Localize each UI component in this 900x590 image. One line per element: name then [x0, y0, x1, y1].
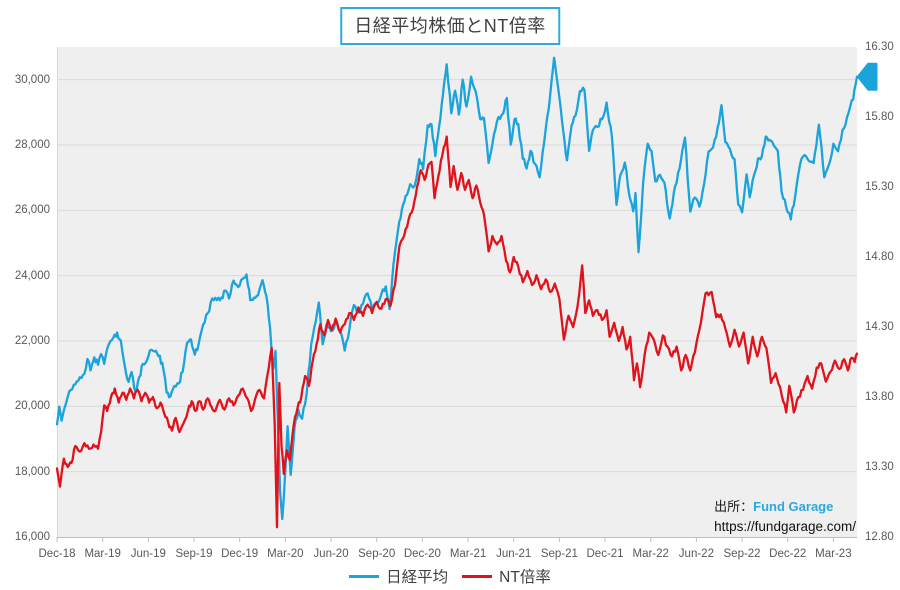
left-axis-tick-label: 24,000 [14, 269, 50, 282]
right-axis-tick-label: 13.30 [865, 461, 894, 473]
x-axis-tick-label: Sep-21 [540, 548, 578, 560]
left-axis-tick-label: 28,000 [14, 139, 50, 151]
left-axis-tick-label: 20,000 [14, 400, 50, 413]
x-axis-tick-label: Mar-19 [84, 548, 121, 560]
x-axis-tick-label: Sep-20 [358, 548, 396, 560]
right-axis-tick-label: 16.30 [865, 41, 894, 53]
legend-label-nikkei: 日経平均 [386, 569, 449, 586]
nt-ratio-line-series [55, 135, 859, 529]
right-axis-tick-label: 14.80 [865, 251, 894, 263]
right-axis-tick-label: 14.30 [865, 321, 894, 333]
legend-item-nt-ratio: NT倍率 [462, 565, 551, 587]
x-axis-tick-label: Dec-21 [586, 548, 624, 560]
nikkei-line-swatch [349, 574, 380, 578]
legend-item-nikkei: 日経平均 [349, 565, 448, 587]
x-axis-tick-label: Sep-22 [723, 548, 761, 560]
latest-value-arrow-marker [857, 62, 878, 91]
chart-title: 日経平均株価とNT倍率 [340, 7, 560, 45]
x-axis-tick-label: Dec-19 [221, 548, 259, 560]
source-url: https://fundgarage.com/ [714, 519, 856, 534]
legend: 日経平均 NT倍率 [0, 565, 900, 587]
nikkei-line-series [55, 56, 859, 521]
x-axis-tick-label: Mar-20 [267, 548, 304, 560]
right-axis-tick-label: 15.30 [865, 181, 894, 193]
x-axis-tick-label: Jun-22 [678, 548, 714, 560]
left-axis-tick-label: 18,000 [14, 465, 50, 478]
right-axis-tick-label: 12.80 [865, 531, 894, 543]
source-prefix: 出所： [714, 499, 754, 514]
nt-ratio-line-swatch [462, 574, 493, 578]
plot-area-background [57, 47, 857, 537]
x-axis-tick-label: Mar-21 [449, 548, 487, 560]
x-axis-tick-label: Dec-20 [403, 548, 441, 560]
x-axis-tick-label: Dec-18 [38, 548, 76, 560]
left-axis-tick-label: 22,000 [14, 335, 50, 347]
x-axis-tick-label: Mar-23 [815, 548, 852, 560]
x-axis-tick-label: Jun-20 [313, 548, 349, 560]
left-axis-tick-label: 16,000 [14, 531, 50, 543]
left-axis-tick-label: 26,000 [14, 204, 50, 217]
x-axis-tick-label: Mar-22 [632, 548, 669, 560]
left-axis-tick-label: 30,000 [14, 73, 50, 86]
x-axis-tick-label: Jun-21 [496, 548, 532, 560]
source-attribution: 出所：Fund Garage https://fundgarage.com/ [714, 497, 856, 537]
right-axis-tick-label: 13.80 [865, 391, 894, 403]
source-name: Fund Garage [753, 499, 834, 514]
right-axis-tick-label: 15.80 [865, 111, 894, 123]
x-axis-tick-label: Jun-19 [130, 548, 166, 560]
x-axis-tick-label: Sep-19 [175, 548, 213, 560]
x-axis-tick-label: Dec-22 [769, 548, 807, 560]
source-line: 出所：Fund Garage [714, 497, 856, 517]
legend-label-nt-ratio: NT倍率 [499, 569, 551, 586]
